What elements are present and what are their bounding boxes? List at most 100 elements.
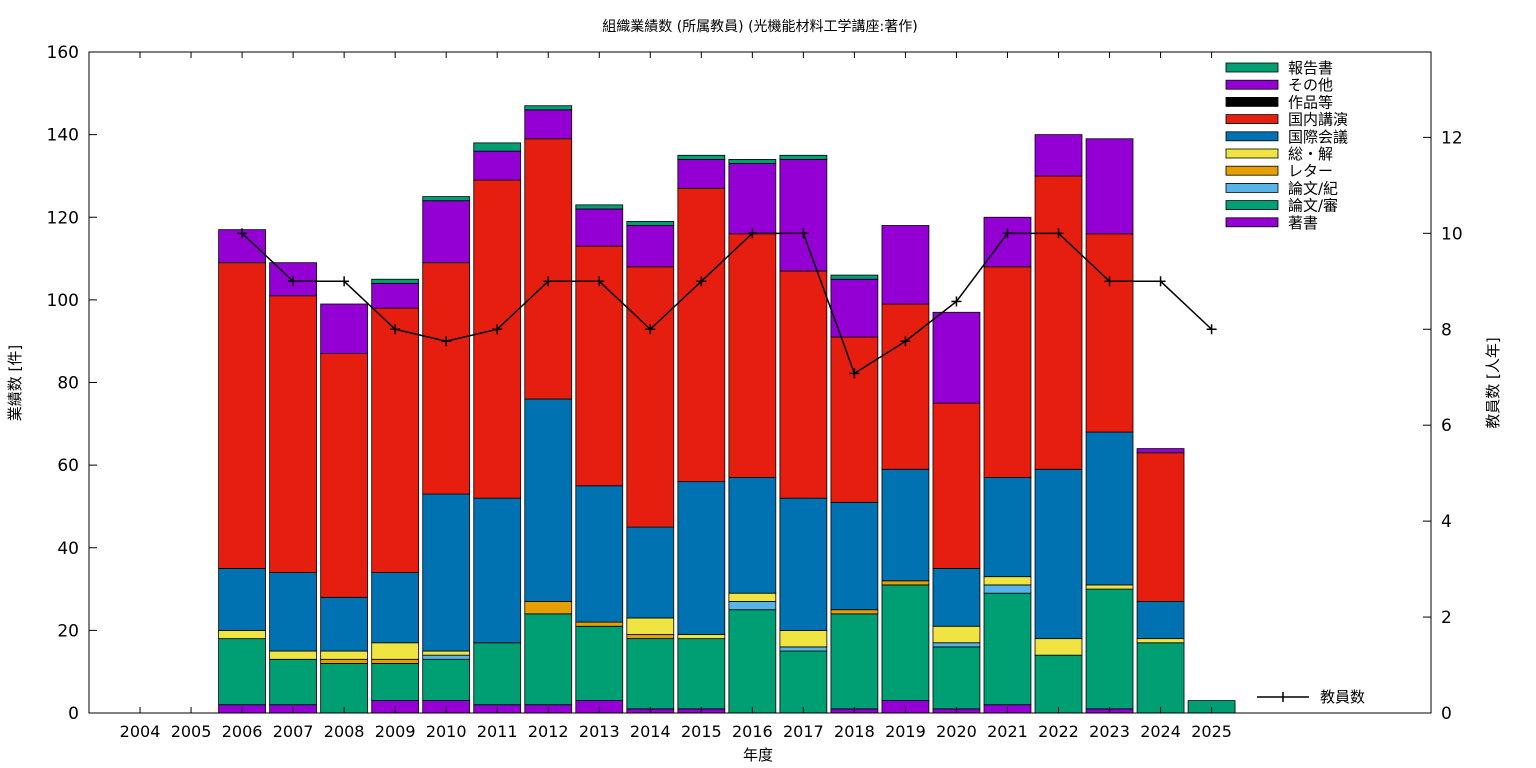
bar-segment-2014-6 xyxy=(626,266,675,528)
x-tick-label: 2014 xyxy=(630,722,671,741)
bar-segment-2006-1 xyxy=(218,638,266,706)
bar-segment-2020-4 xyxy=(932,625,981,644)
bar-segment-2020-6 xyxy=(932,402,981,569)
bar-segment-2009-9 xyxy=(371,278,420,284)
y-axis-label: 業績数 [件] xyxy=(6,345,24,421)
bar-segment-2008-8 xyxy=(320,303,369,354)
bar-segment-2010-4 xyxy=(422,650,471,656)
legend-swatch-9 xyxy=(1225,217,1279,228)
bar-segment-2019-3 xyxy=(881,580,930,586)
bar-segment-2014-9 xyxy=(626,220,675,226)
bar-segment-2021-5 xyxy=(983,477,1032,578)
legend-label-2: 作品等 xyxy=(1288,93,1333,111)
bar-segment-2023-8 xyxy=(1085,138,1134,235)
y-tick-label: 140 xyxy=(47,126,79,146)
bar-segment-2009-1 xyxy=(371,663,420,702)
bar-segment-2012-1 xyxy=(524,613,573,706)
y2-tick-label: 2 xyxy=(1441,608,1452,628)
bar-segment-2024-1 xyxy=(1136,642,1185,714)
y-tick-label: 40 xyxy=(57,539,79,559)
bar-segment-2015-4 xyxy=(677,634,726,640)
bar-segment-2015-8 xyxy=(677,159,726,189)
x-tick-label: 2024 xyxy=(1140,722,1181,741)
x-tick-label: 2005 xyxy=(171,722,212,741)
y-tick-label: 80 xyxy=(57,374,79,394)
x-tick-label: 2015 xyxy=(681,722,722,741)
bar-segment-2013-8 xyxy=(575,208,624,247)
bar-segment-2024-5 xyxy=(1136,601,1185,640)
bar-segment-2017-9 xyxy=(779,154,828,160)
legend-swatch-1 xyxy=(1225,79,1279,90)
legend-swatch-5 xyxy=(1225,148,1279,159)
legend-label-4: 国際会議 xyxy=(1288,128,1348,146)
bar-segment-2015-1 xyxy=(677,638,726,710)
bar-segment-2006-4 xyxy=(218,629,266,640)
y-tick-label: 100 xyxy=(47,291,79,311)
bar-segment-2009-5 xyxy=(371,572,420,644)
bar-segment-2017-4 xyxy=(779,629,828,648)
legend-label-8: 論文/審 xyxy=(1288,197,1338,215)
bar-segment-2011-8 xyxy=(473,150,522,181)
legend-label-6: レター xyxy=(1288,162,1333,180)
x-tick-label: 2023 xyxy=(1089,722,1130,741)
bar-segment-2013-3 xyxy=(575,621,624,627)
bar-segment-2021-1 xyxy=(983,592,1032,706)
x-tick-label: 2013 xyxy=(579,722,620,741)
bar-segment-2016-1 xyxy=(728,609,777,714)
bar-segment-2018-5 xyxy=(830,501,879,611)
bar-segment-2014-8 xyxy=(626,225,675,268)
bar-segment-2010-2 xyxy=(422,654,471,660)
legend-swatch-3 xyxy=(1225,114,1279,124)
bar-segment-2023-5 xyxy=(1085,431,1134,586)
bar-segment-2018-8 xyxy=(830,278,879,338)
chart-title: 組織業績数 (所属教員) (光機能材料工学講座:著作) xyxy=(602,19,917,35)
legend-label-5: 総・解 xyxy=(1288,145,1333,163)
bar-segment-2021-6 xyxy=(983,266,1032,478)
bar-segment-2006-5 xyxy=(218,568,266,631)
bar-segment-2012-8 xyxy=(524,109,573,140)
bar-segment-2014-3 xyxy=(626,634,675,640)
bar-segment-2012-3 xyxy=(524,601,573,615)
bar-segment-2009-4 xyxy=(371,642,420,660)
bar-segment-2009-8 xyxy=(371,282,420,309)
bar-segment-2021-2 xyxy=(983,584,1032,594)
x-tick-label: 2016 xyxy=(732,722,773,741)
bar-segment-2020-2 xyxy=(932,642,981,648)
bar-segment-2017-5 xyxy=(779,497,828,631)
legend-swatch-7 xyxy=(1225,182,1279,193)
bar-segment-2016-4 xyxy=(728,592,777,602)
legend-label-7: 論文/紀 xyxy=(1288,179,1338,197)
bar-segment-2013-9 xyxy=(575,204,624,210)
legend-label-0: 報告書 xyxy=(1288,59,1333,77)
bar-segment-2019-1 xyxy=(881,584,930,702)
bar-segment-2018-3 xyxy=(830,609,879,615)
y2-tick-label: 0 xyxy=(1441,704,1452,724)
bar-segment-2017-6 xyxy=(779,270,828,499)
x-tick-label: 2022 xyxy=(1038,722,1079,741)
bar-segment-2015-5 xyxy=(677,481,726,635)
bar-segment-2021-8 xyxy=(983,216,1032,268)
bar-segment-2021-4 xyxy=(983,576,1032,586)
x-tick-label: 2012 xyxy=(528,722,569,741)
bar-segment-2012-9 xyxy=(524,105,573,111)
bar-segment-2016-5 xyxy=(728,477,777,594)
legend-swatch-8 xyxy=(1225,200,1279,211)
legend-line-label: 教員数 xyxy=(1320,688,1365,706)
bar-segment-2017-1 xyxy=(779,650,828,714)
bar-segment-2023-1 xyxy=(1085,588,1134,710)
bar-segment-2007-1 xyxy=(269,658,317,706)
bar-segment-2020-8 xyxy=(932,311,981,404)
legend-label-1: その他 xyxy=(1288,76,1333,94)
bar-segment-2019-5 xyxy=(881,468,930,582)
x-tick-label: 2011 xyxy=(477,722,518,741)
bar-segment-2006-6 xyxy=(218,262,266,569)
bar-segment-2018-6 xyxy=(830,336,879,503)
bar-segment-2012-5 xyxy=(524,398,573,602)
bar-segment-2011-6 xyxy=(473,179,522,499)
y-tick-label: 0 xyxy=(68,704,79,724)
bar-segment-2008-1 xyxy=(320,663,369,714)
legend-swatch-4 xyxy=(1225,131,1279,142)
bar-segment-2018-1 xyxy=(830,613,879,710)
bar-segment-2010-6 xyxy=(422,262,471,495)
bar-segment-2011-1 xyxy=(473,642,522,706)
